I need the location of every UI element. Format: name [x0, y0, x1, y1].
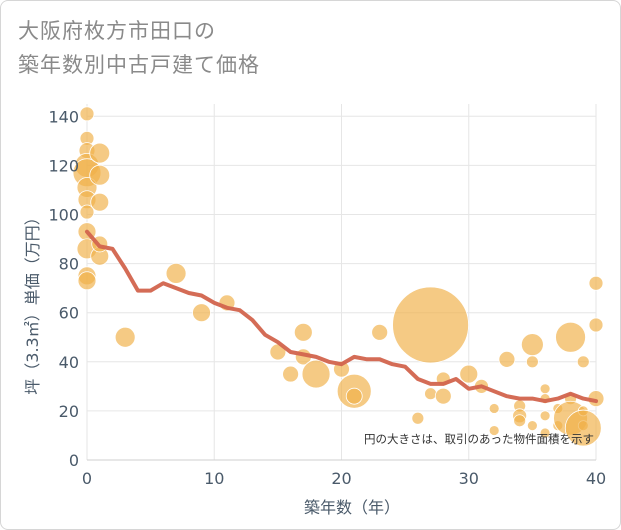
trend-line-group: [85, 229, 598, 404]
data-bubble: [392, 286, 469, 364]
data-bubble: [520, 333, 544, 357]
data-bubble: [459, 364, 479, 384]
data-bubble: [539, 427, 551, 439]
data-bubble: [526, 420, 538, 432]
y-tick-label: 40: [59, 353, 79, 372]
y-tick-label: 80: [59, 255, 79, 274]
data-bubble: [539, 383, 551, 395]
data-bubble: [488, 425, 500, 436]
trend-line: [85, 229, 598, 404]
chart-title: 大阪府枚方市田口の 築年数別中古戸建て価格: [18, 14, 260, 82]
data-bubble: [282, 365, 300, 383]
x-tick-label: 40: [586, 469, 606, 488]
y-axis-title: 坪（3.3㎡）単価（万円）: [23, 209, 42, 394]
x-tick-label: 0: [82, 469, 92, 488]
data-bubble: [555, 321, 586, 353]
x-axis-title: 築年数（年）: [304, 498, 400, 517]
data-bubble: [588, 317, 604, 333]
data-bubble: [576, 355, 590, 369]
chart-title-line-1: 大阪府枚方市田口の: [18, 19, 216, 43]
bubble-series: [72, 106, 605, 447]
y-tick-label: 120: [48, 156, 79, 175]
data-bubble: [488, 403, 500, 414]
y-tick-label: 60: [59, 304, 79, 323]
data-bubble: [513, 414, 527, 428]
data-bubble: [89, 142, 111, 164]
data-bubble: [301, 359, 331, 389]
y-tick-label: 20: [59, 402, 79, 421]
x-tick-label: 10: [204, 469, 224, 488]
data-bubble: [424, 387, 437, 401]
axis-ticks: 0 20 40 60 80 100 120 140 0 10 20 30 40: [48, 107, 606, 488]
data-bubble: [77, 271, 97, 291]
data-bubble: [525, 355, 539, 369]
x-tick-label: 30: [459, 469, 479, 488]
data-bubble: [79, 106, 95, 122]
y-tick-label: 140: [48, 107, 79, 126]
data-bubble: [165, 263, 187, 284]
data-bubble: [411, 411, 425, 425]
data-bubble: [588, 275, 604, 291]
data-bubble: [89, 164, 111, 186]
data-bubble: [371, 323, 389, 341]
data-bubble: [192, 303, 211, 323]
data-bubble: [114, 326, 136, 348]
data-bubble: [564, 409, 602, 447]
data-bubble: [293, 322, 313, 342]
x-tick-label: 20: [331, 469, 351, 488]
data-bubble: [345, 387, 363, 405]
bubble-size-note: 円の大きさは、取引のあった物件面積を示す: [364, 432, 594, 446]
data-bubble: [79, 204, 95, 220]
data-bubble: [90, 192, 110, 212]
y-tick-label: 0: [69, 451, 79, 470]
chart-title-line-2: 築年数別中古戸建て価格: [18, 53, 260, 77]
y-tick-label: 100: [48, 205, 79, 224]
data-bubble: [434, 387, 452, 405]
data-bubble: [539, 410, 551, 422]
data-bubble: [498, 350, 516, 368]
